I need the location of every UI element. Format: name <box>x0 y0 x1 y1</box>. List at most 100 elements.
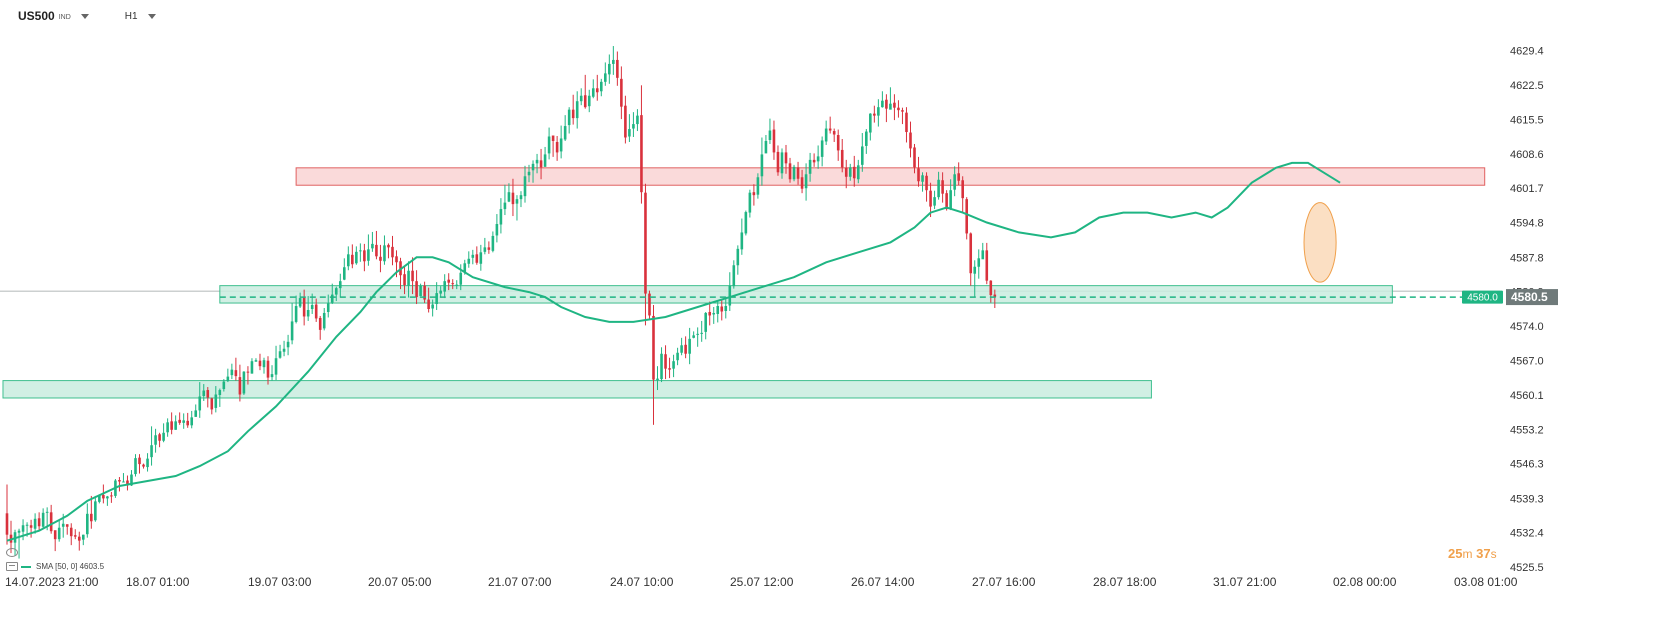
candle <box>73 529 77 540</box>
symbol-type: IND <box>58 13 71 21</box>
candles-layer <box>5 46 997 559</box>
candle <box>407 261 410 298</box>
candle <box>764 135 768 154</box>
candle <box>190 410 194 429</box>
candle-body <box>150 445 153 458</box>
candle <box>728 272 732 311</box>
eye-icon[interactable] <box>6 548 18 557</box>
candle <box>756 173 760 199</box>
candle-body <box>547 136 551 154</box>
candle <box>86 503 89 538</box>
candle-body <box>347 254 350 267</box>
candle-body <box>318 317 322 330</box>
candle <box>784 144 788 174</box>
candle-body <box>664 354 667 369</box>
timeframe-dropdown-chevron-icon[interactable] <box>147 13 156 19</box>
candle <box>29 519 33 538</box>
candle-body <box>25 524 29 526</box>
candle <box>326 294 330 318</box>
support-zone-1[interactable] <box>219 285 1393 304</box>
candle-body <box>98 494 101 502</box>
candle-body <box>989 280 993 296</box>
y-tick-label: 4601.7 <box>1510 183 1544 195</box>
candle <box>367 234 370 266</box>
symbol-name[interactable]: US500 <box>18 9 55 23</box>
candle-body <box>435 293 438 305</box>
candle <box>166 418 169 437</box>
y-tick-label: 4574.0 <box>1510 321 1544 333</box>
candle <box>712 307 716 324</box>
y-tick-label: 4594.8 <box>1510 218 1544 230</box>
candle <box>495 214 499 243</box>
candle <box>547 127 551 160</box>
candle <box>17 528 21 559</box>
candle-body <box>812 159 816 163</box>
candle <box>535 153 539 174</box>
candle-body <box>889 103 892 110</box>
candle-body <box>138 457 141 465</box>
candle-body <box>355 251 358 264</box>
candle <box>371 231 374 252</box>
candle <box>330 283 334 305</box>
candle <box>640 85 643 204</box>
candle <box>696 327 699 347</box>
candle-body <box>495 223 499 236</box>
candle-body <box>439 290 442 294</box>
symbol-dropdown-chevron-icon[interactable] <box>80 13 89 19</box>
candle <box>692 331 695 339</box>
candle-body <box>166 422 169 433</box>
candle-body <box>379 256 382 261</box>
candle-body <box>343 267 346 280</box>
candle <box>182 413 185 429</box>
candle-body <box>174 421 177 430</box>
support-zone-2[interactable] <box>2 380 1152 399</box>
candle-body <box>728 285 732 306</box>
resistance-zone-0[interactable] <box>295 167 1486 186</box>
candle <box>748 189 752 218</box>
candle <box>174 415 177 430</box>
candle <box>162 423 165 443</box>
candle-body <box>832 131 836 135</box>
candle-body <box>840 149 844 168</box>
candle <box>334 286 338 302</box>
candle-body <box>905 112 908 133</box>
candle-body <box>230 369 234 376</box>
candle <box>314 298 318 322</box>
candle <box>274 345 278 381</box>
y-tick-label: 4622.5 <box>1510 80 1544 92</box>
indicator-settings-icon[interactable] <box>6 562 18 571</box>
candle-body <box>828 128 832 131</box>
candle-body <box>620 78 623 107</box>
candle <box>836 129 840 161</box>
candle-body <box>242 371 246 394</box>
candle <box>57 519 61 542</box>
candle <box>885 94 888 123</box>
candle <box>523 165 527 203</box>
bid-price-tag-bg <box>1462 290 1503 304</box>
candle <box>664 345 667 380</box>
candle <box>877 99 880 127</box>
y-tick-label: 4608.6 <box>1510 149 1544 161</box>
timeframe-selector[interactable]: H1 <box>124 10 138 22</box>
candle <box>21 519 25 541</box>
candle-body <box>419 285 422 297</box>
candle <box>202 384 206 401</box>
candle-body <box>800 177 804 189</box>
candle <box>587 89 591 113</box>
candle <box>53 530 57 552</box>
timer-seconds: 37 <box>1476 546 1491 561</box>
candle <box>5 484 9 545</box>
candle-body <box>21 525 25 532</box>
candle <box>387 243 390 259</box>
candle-body <box>937 179 940 198</box>
candle-body <box>359 250 362 252</box>
candle-body <box>776 151 780 173</box>
candle-body <box>977 258 981 267</box>
sma-legend[interactable]: SMA [50, 0] 4603.5 <box>6 562 104 571</box>
candle <box>33 513 37 534</box>
candle <box>917 156 920 187</box>
chart-header: US500 IND H1 <box>18 9 156 23</box>
candle-body <box>45 511 49 513</box>
candle-body <box>455 284 459 286</box>
